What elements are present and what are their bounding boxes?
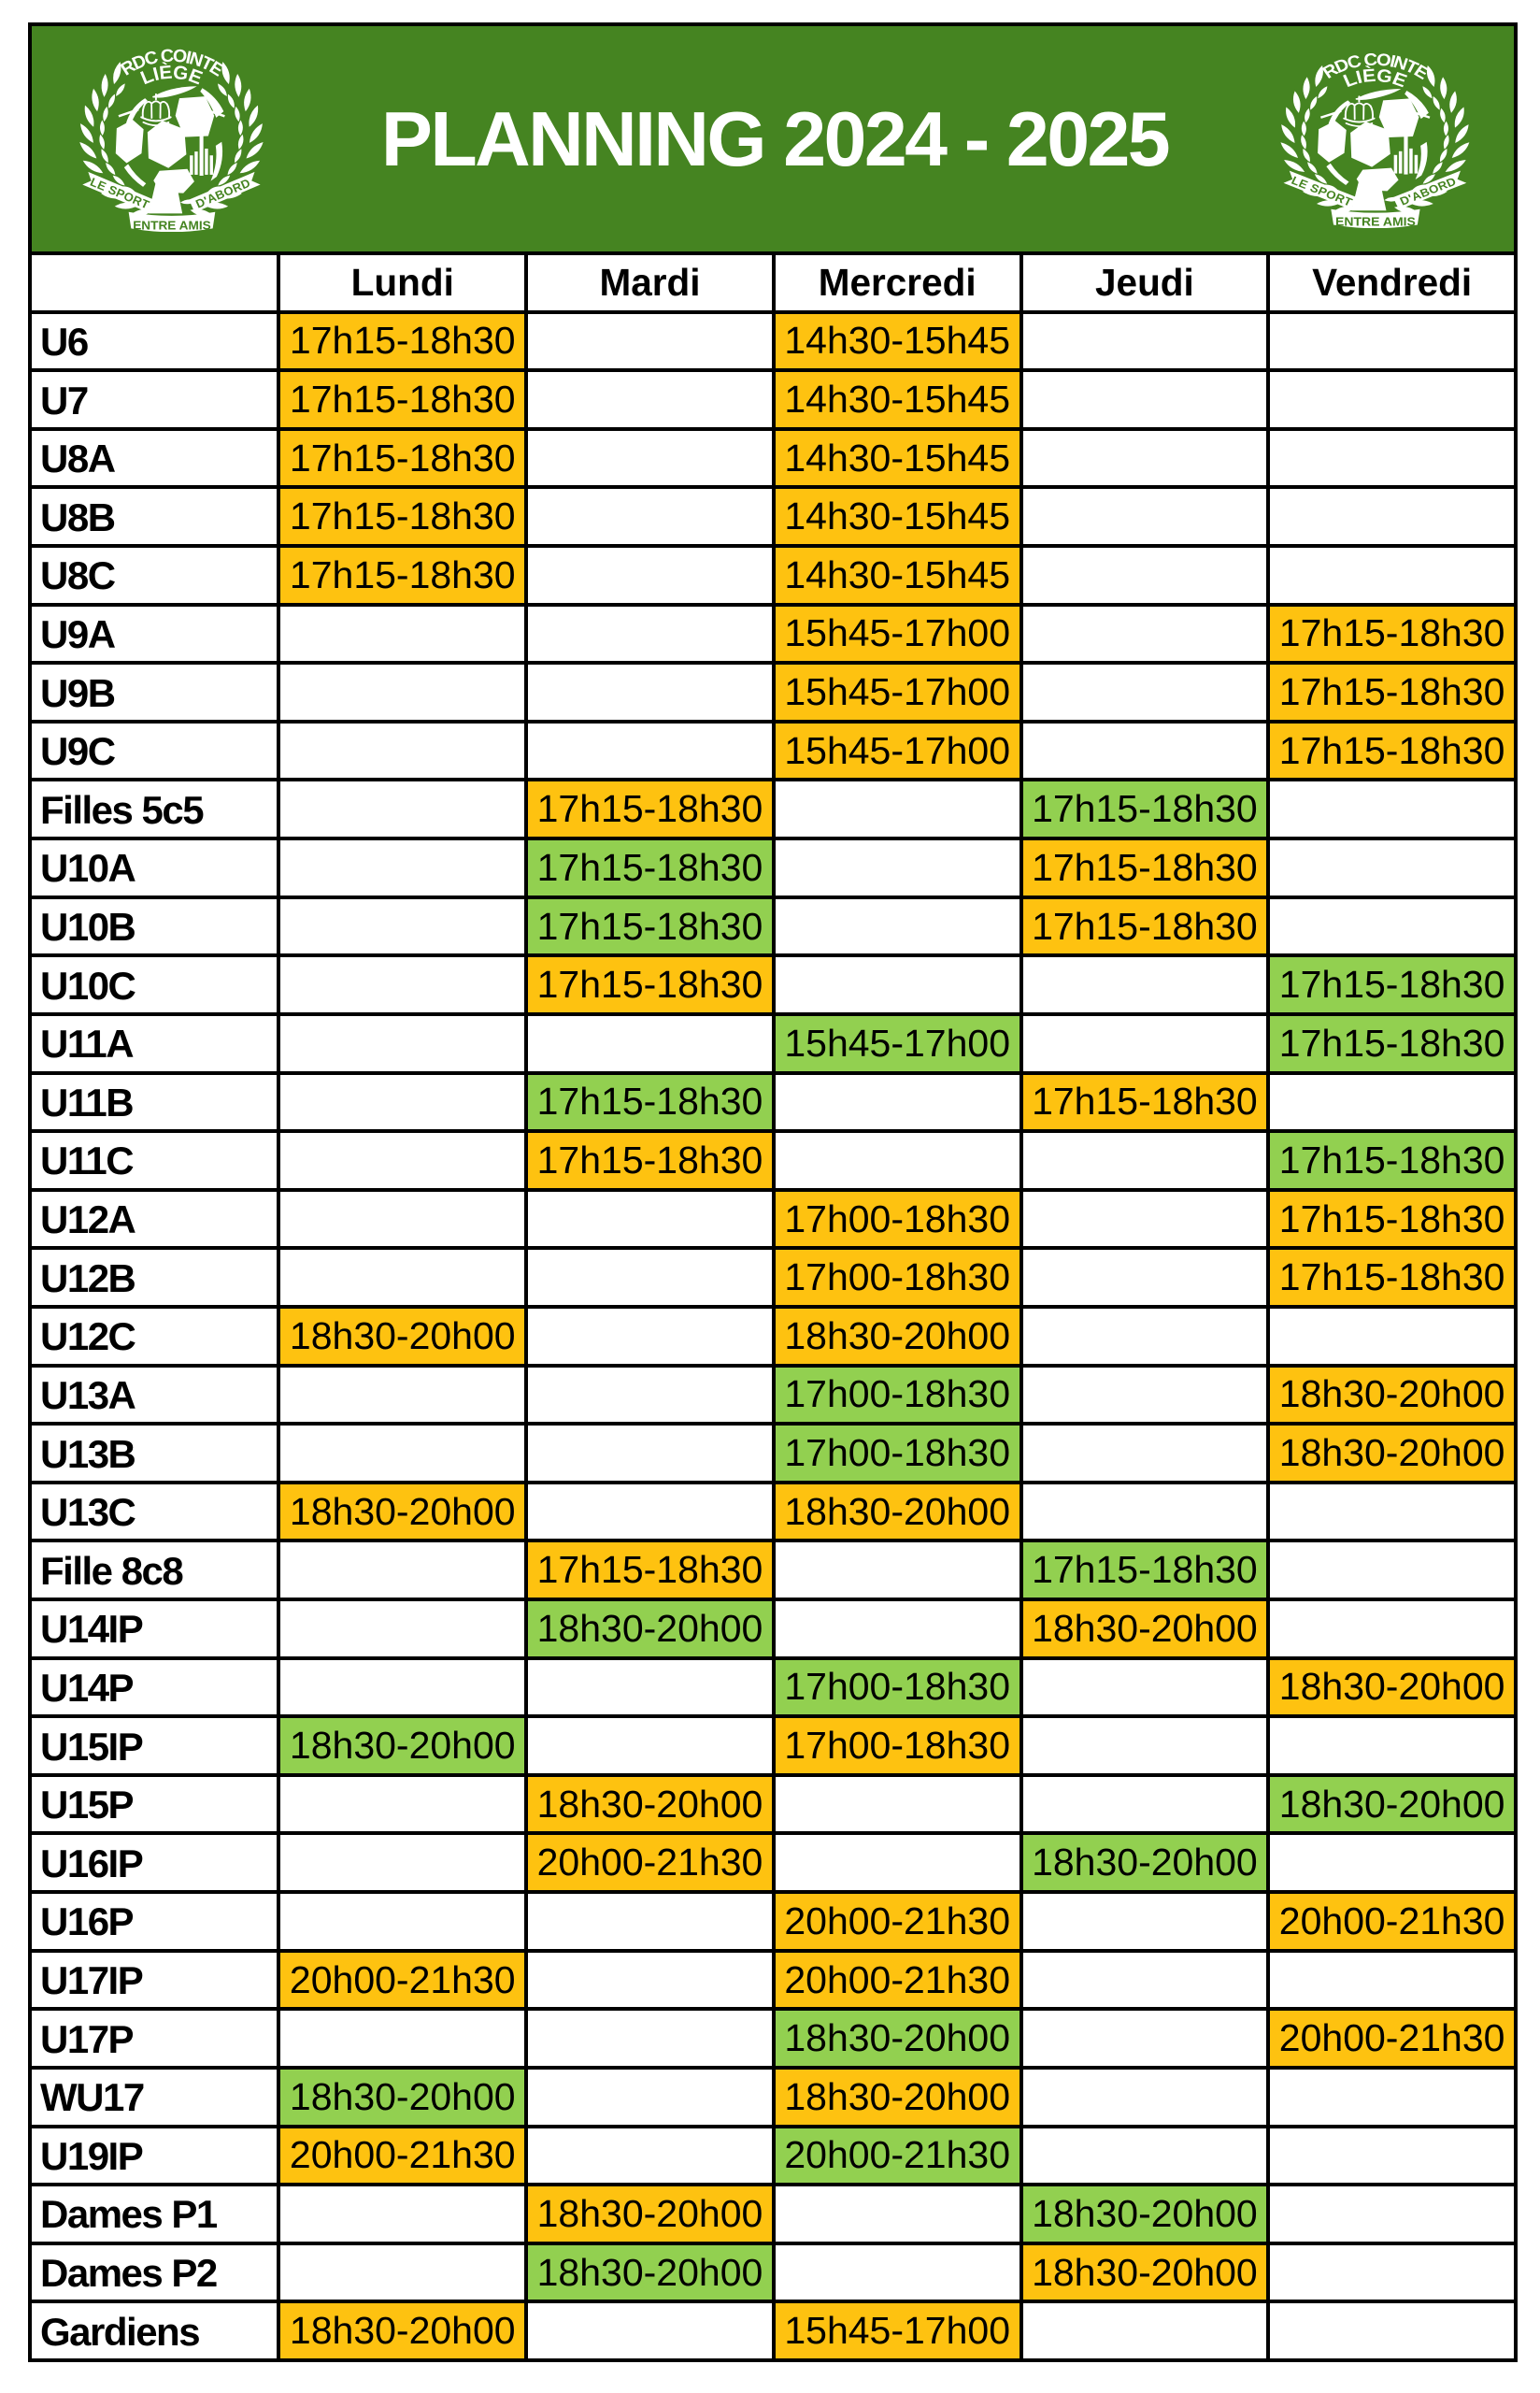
svg-text:ENTRE AMIS: ENTRE AMIS bbox=[1335, 215, 1416, 228]
svg-text:ENTRE AMIS: ENTRE AMIS bbox=[133, 219, 211, 232]
svg-text:RDC COINTE: RDC COINTE bbox=[117, 46, 227, 81]
svg-text:RDC COINTE: RDC COINTE bbox=[1319, 50, 1432, 83]
